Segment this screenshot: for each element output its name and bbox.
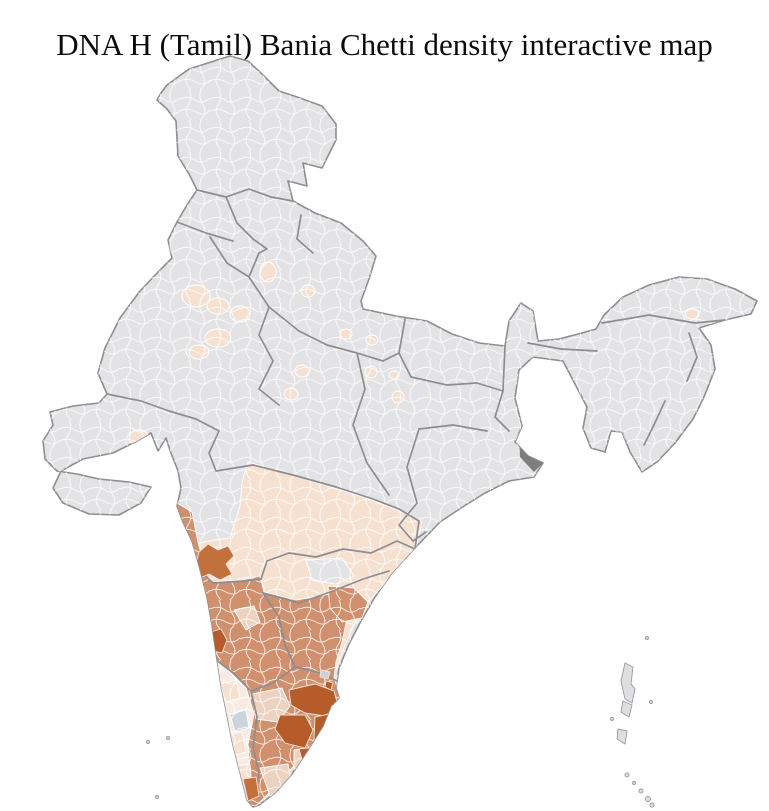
andaman-islet-1[interactable] (645, 636, 649, 640)
district-up-4[interactable] (365, 334, 379, 346)
andaman-islet-4[interactable] (624, 772, 630, 778)
andaman-island-south[interactable] (616, 728, 628, 745)
district-assam-1[interactable] (684, 308, 700, 320)
andaman-island-north[interactable] (620, 662, 636, 704)
district-rajasthan-5[interactable] (188, 344, 210, 360)
district-up-3[interactable] (339, 328, 353, 340)
district-rajasthan-3[interactable] (229, 305, 251, 323)
hotspot-districts (43, 407, 548, 802)
district-gujarat-2[interactable] (144, 457, 162, 471)
district-kanyakumari[interactable] (242, 776, 260, 802)
district-rajasthan-2[interactable] (206, 297, 230, 315)
andaman-island-middle[interactable] (620, 700, 633, 718)
lakshadweep-islet-2[interactable] (166, 736, 170, 740)
district-rajasthan-4[interactable] (204, 328, 232, 348)
district-bihar-1[interactable] (364, 365, 378, 379)
lakshadweep-islet-1[interactable] (146, 740, 150, 744)
district-mumbai[interactable] (153, 512, 178, 536)
andaman-islet-2[interactable] (649, 700, 653, 704)
nicobar-islet-3[interactable] (645, 796, 651, 802)
district-bihar-3[interactable] (391, 390, 405, 404)
district-mp-1[interactable] (294, 364, 310, 378)
nicobar-islet-4[interactable] (649, 802, 655, 808)
district-tn-cluster-c[interactable] (313, 712, 342, 744)
region-goa[interactable] (181, 593, 199, 615)
andaman-islet-3[interactable] (610, 717, 614, 721)
district-up-1[interactable] (259, 261, 277, 283)
district-bihar-2[interactable] (388, 370, 400, 380)
district-chennai-dark[interactable] (324, 680, 334, 691)
lakshadweep-islet-3[interactable] (155, 795, 159, 799)
district-up-2[interactable] (300, 284, 316, 298)
state-borders (106, 188, 726, 796)
district-rajasthan-1[interactable] (181, 284, 211, 308)
page-title: DNA H (Tamil) Bania Chetti density inter… (56, 26, 713, 62)
district-chennai-gray[interactable] (319, 669, 331, 680)
region-kerala-district-b[interactable] (225, 731, 247, 757)
nicobar-islet-2[interactable] (638, 788, 644, 794)
district-mp-2[interactable] (283, 387, 299, 401)
islands (146, 636, 655, 808)
nicobar-islet-1[interactable] (632, 781, 636, 785)
district-pune-area[interactable] (195, 543, 235, 581)
